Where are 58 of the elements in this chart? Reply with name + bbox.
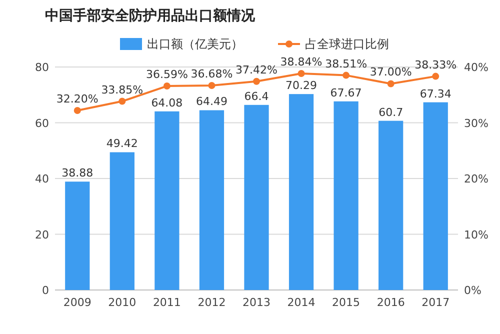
data-label: 33.85% <box>101 83 144 96</box>
y-tick-label: 60 <box>35 116 49 130</box>
point <box>387 80 394 88</box>
x-tick-label: 2015 <box>332 296 360 309</box>
point <box>298 70 305 77</box>
y-tick-label: 40 <box>35 172 49 186</box>
data-label: 64.49 <box>196 95 228 108</box>
x-tick-label: 2011 <box>152 296 181 309</box>
data-label: 67.34 <box>420 87 452 100</box>
data-label: 38.84% <box>280 55 322 68</box>
point <box>118 98 126 105</box>
y2-tick-label: 20% <box>464 172 488 186</box>
bar <box>199 110 224 290</box>
bar <box>65 182 90 290</box>
point <box>253 78 260 85</box>
x-tick-label: 2009 <box>63 296 92 309</box>
bar <box>110 152 134 290</box>
x-tick-label: 2013 <box>242 296 270 309</box>
data-label: 38.88 <box>62 166 94 180</box>
data-label: 37.42% <box>236 63 278 76</box>
data-label: 66.4 <box>244 90 269 103</box>
x-tick-label: 2017 <box>422 296 450 309</box>
y2-tick-label: 40% <box>464 61 488 74</box>
data-label: 70.29 <box>286 79 318 92</box>
x-tick-label: 2016 <box>376 296 405 309</box>
bar <box>244 104 269 290</box>
x-tick-label: 2014 <box>287 296 316 309</box>
bar <box>154 111 180 290</box>
y2-tick-label: 10% <box>464 228 488 242</box>
data-label: 38.33% <box>414 58 457 72</box>
data-label: 38.51% <box>325 57 368 70</box>
bar <box>423 102 448 290</box>
point <box>163 82 170 90</box>
point <box>74 106 81 114</box>
x-tick-label: 2012 <box>198 296 226 309</box>
data-label: 49.42 <box>106 137 138 150</box>
legend-label: 出口额（亿美元） <box>147 37 243 51</box>
point <box>432 72 440 80</box>
data-label: 64.08 <box>151 96 183 110</box>
data-label: 32.20% <box>56 92 98 106</box>
data-label: 60.7 <box>378 106 404 119</box>
data-label: 67.67 <box>330 86 362 100</box>
y2-tick-label: 30% <box>464 116 488 130</box>
point <box>208 82 216 90</box>
data-label: 36.68% <box>190 68 233 81</box>
y2-tick-label: 0% <box>464 284 482 297</box>
bar <box>378 120 404 290</box>
chart-title: 中国手部安全防护用品出口额情况 <box>45 7 256 24</box>
x-tick-label: 2010 <box>108 296 136 309</box>
bar <box>288 94 314 290</box>
data-label: 36.59% <box>146 68 188 82</box>
data-label: 37.00% <box>370 66 412 79</box>
legend-label: 占全球进口比例 <box>305 37 389 51</box>
y-tick-label: 80 <box>35 61 49 74</box>
y-tick-label: 0 <box>42 284 49 297</box>
point <box>342 72 350 79</box>
y-tick-label: 20 <box>35 228 49 242</box>
bar <box>334 101 358 290</box>
